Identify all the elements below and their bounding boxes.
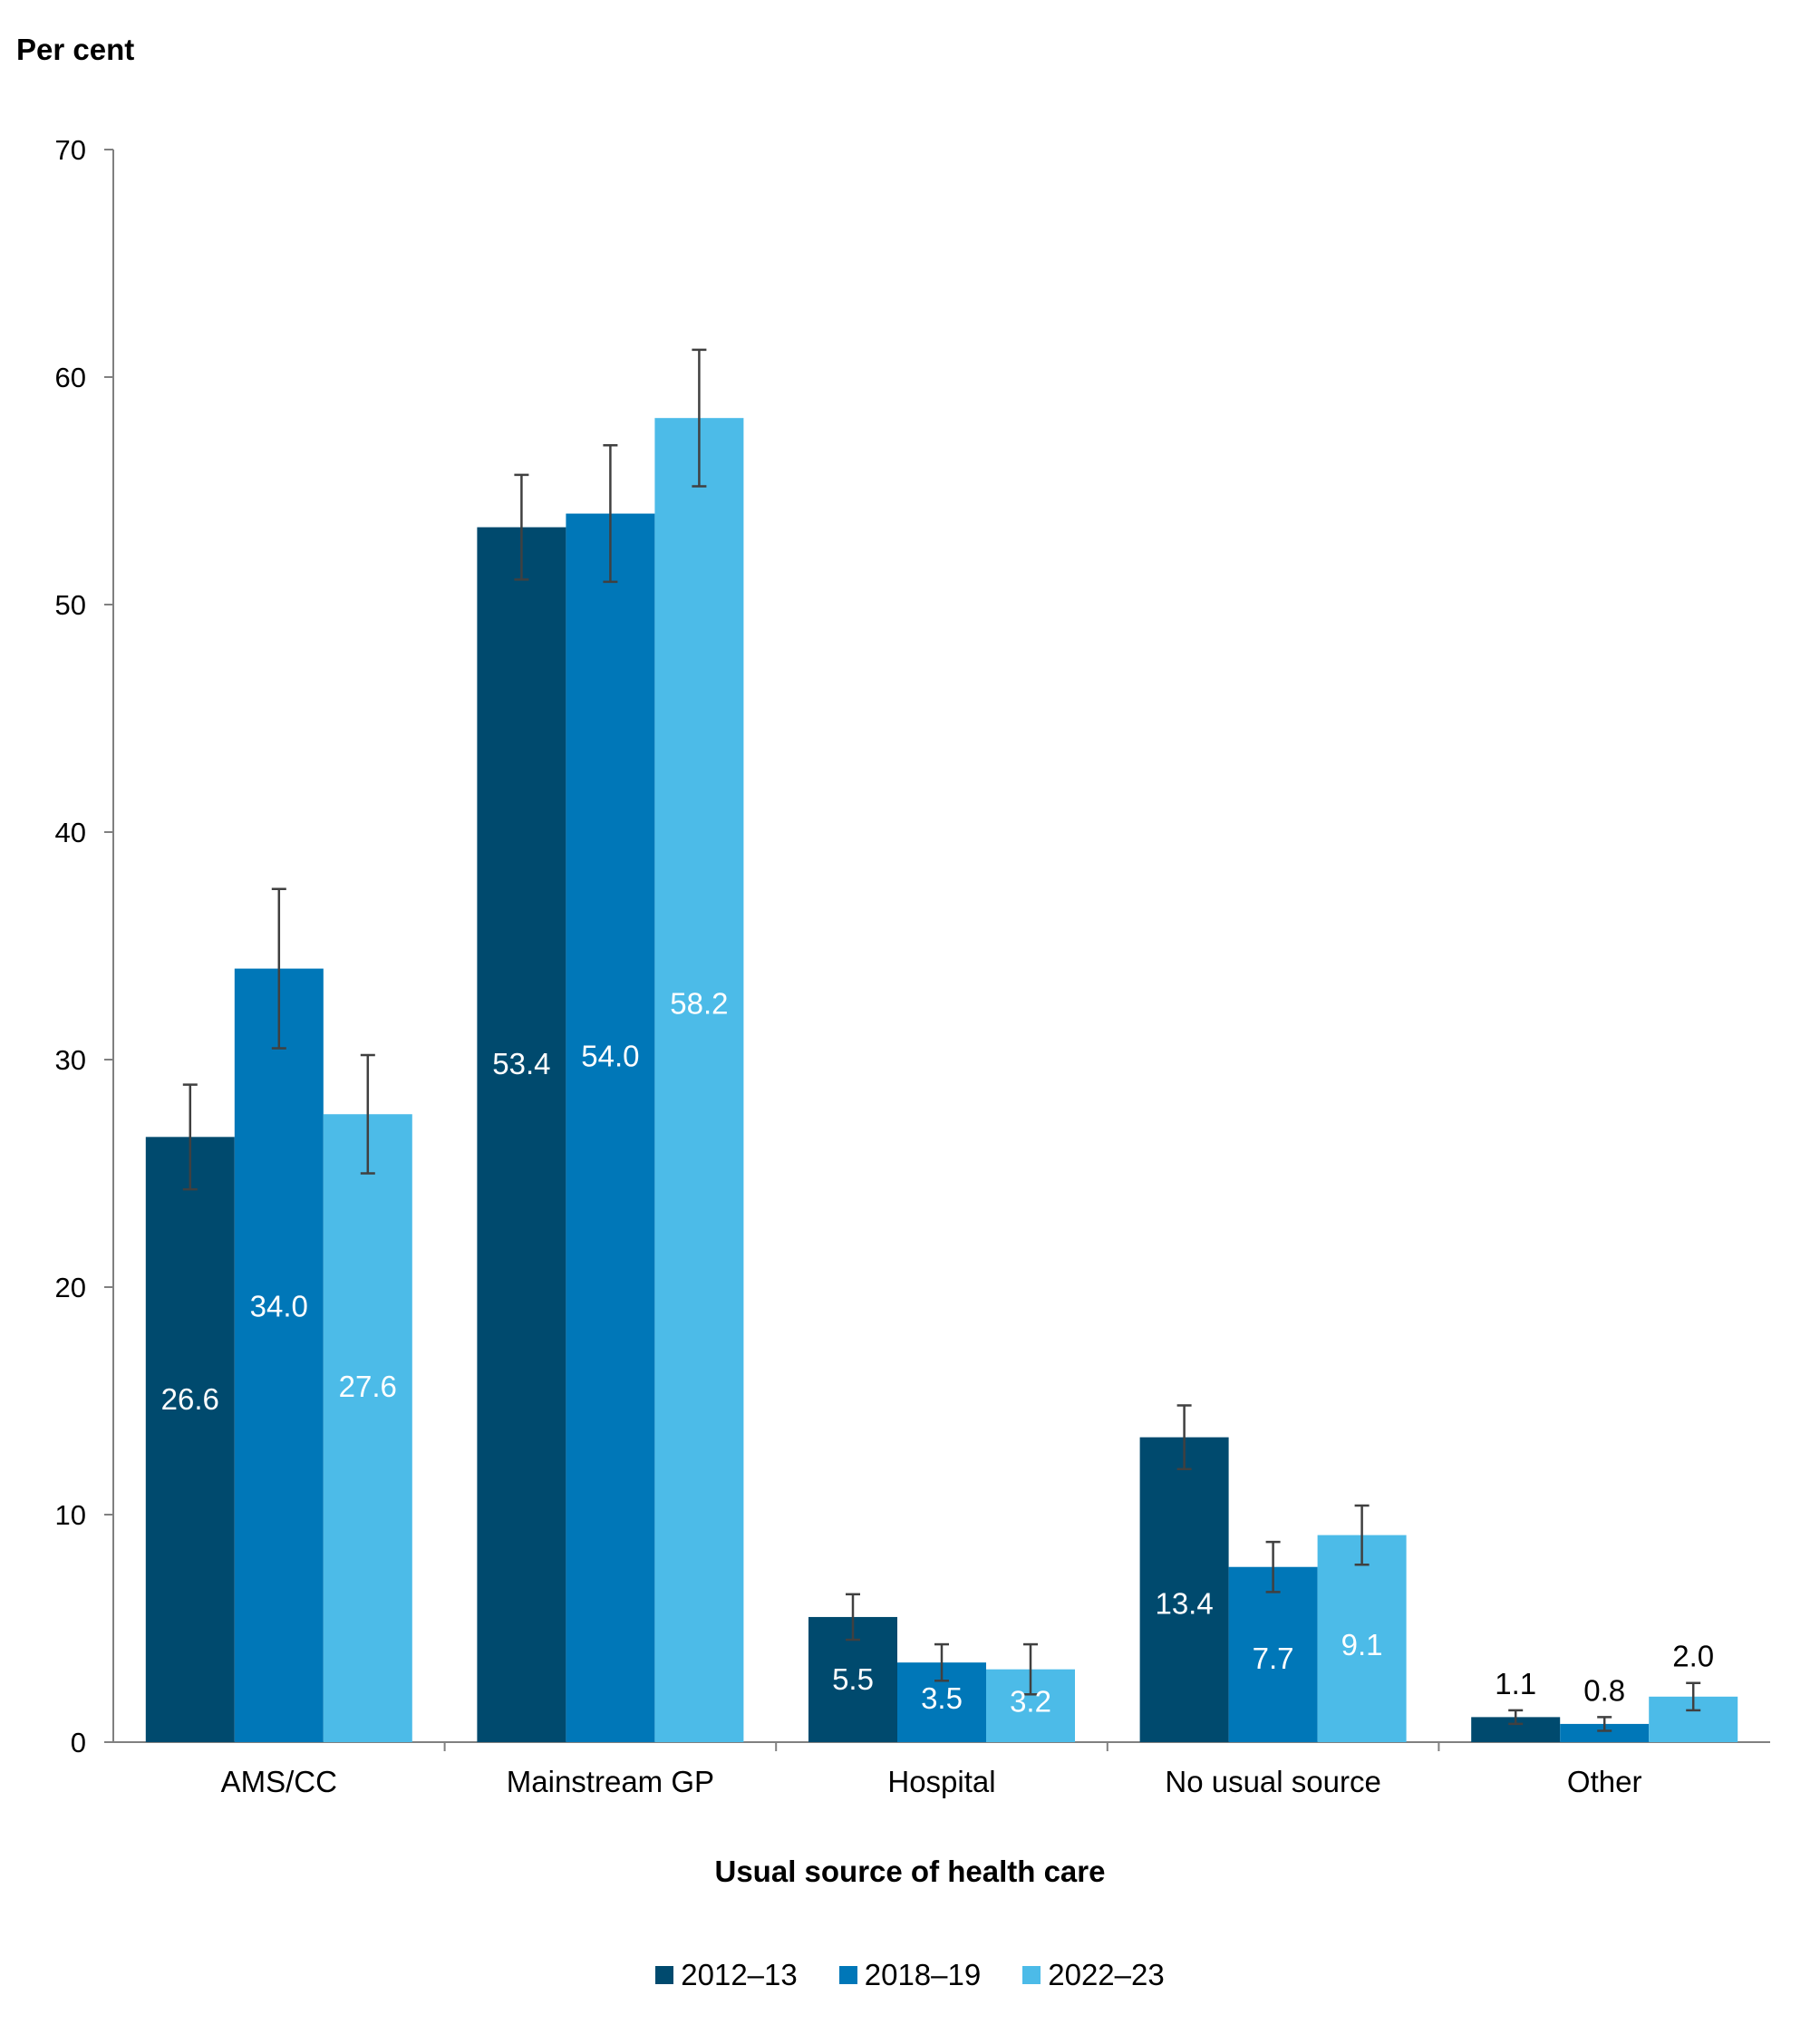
legend-swatch xyxy=(1022,1966,1041,1984)
y-tick-label: 60 xyxy=(55,362,86,393)
data-label: 1.1 xyxy=(1495,1667,1536,1700)
data-label: 27.6 xyxy=(339,1370,397,1403)
y-tick-label: 50 xyxy=(55,589,86,621)
bar xyxy=(566,513,655,1742)
bar xyxy=(145,1137,235,1742)
bar xyxy=(654,418,744,1743)
data-label: 26.6 xyxy=(161,1382,219,1416)
data-label: 2.0 xyxy=(1672,1640,1714,1673)
x-tick-label: Hospital xyxy=(887,1765,995,1798)
legend-swatch xyxy=(655,1966,674,1984)
bar xyxy=(1560,1723,1650,1742)
x-tick-label: AMS/CC xyxy=(221,1765,337,1798)
x-tick-label: Other xyxy=(1567,1765,1642,1798)
bar xyxy=(234,968,324,1742)
legend-item: 2012–13 xyxy=(655,1958,798,1992)
legend-label: 2022–23 xyxy=(1048,1958,1165,1991)
data-label: 34.0 xyxy=(250,1290,308,1323)
data-label: 53.4 xyxy=(492,1047,550,1080)
x-tick-label: Mainstream GP xyxy=(507,1765,714,1798)
y-axis-title: Per cent xyxy=(16,33,135,66)
legend-label: 2012–13 xyxy=(681,1958,798,1991)
y-tick-label: 0 xyxy=(71,1727,86,1758)
data-label: 9.1 xyxy=(1341,1628,1383,1661)
y-tick-label: 70 xyxy=(55,134,86,166)
bar xyxy=(477,527,566,1743)
bar xyxy=(1228,1566,1318,1742)
legend-item: 2018–19 xyxy=(838,1958,982,1992)
bar xyxy=(1139,1437,1229,1742)
x-tick-label: No usual source xyxy=(1165,1765,1380,1798)
bar xyxy=(323,1114,412,1742)
x-axis-title: Usual source of health care xyxy=(714,1855,1106,1888)
bar xyxy=(1317,1535,1407,1742)
data-label: 5.5 xyxy=(832,1662,874,1696)
data-label: 13.4 xyxy=(1155,1587,1213,1621)
data-label: 58.2 xyxy=(670,987,728,1021)
data-label: 54.0 xyxy=(581,1040,639,1073)
data-label: 3.5 xyxy=(921,1681,963,1715)
legend: 2012–13 2018–19 2022–23 xyxy=(0,1958,1820,1992)
data-label: 3.2 xyxy=(1010,1684,1051,1718)
data-label: 0.8 xyxy=(1583,1673,1625,1707)
legend-swatch xyxy=(838,1966,857,1984)
legend-item: 2022–23 xyxy=(1022,1958,1165,1992)
y-tick-label: 20 xyxy=(55,1272,86,1303)
y-tick-label: 30 xyxy=(55,1044,86,1076)
y-tick-label: 40 xyxy=(55,817,86,848)
y-tick-label: 10 xyxy=(55,1499,86,1531)
data-label: 7.7 xyxy=(1253,1642,1294,1675)
legend-label: 2018–19 xyxy=(864,1958,982,1991)
